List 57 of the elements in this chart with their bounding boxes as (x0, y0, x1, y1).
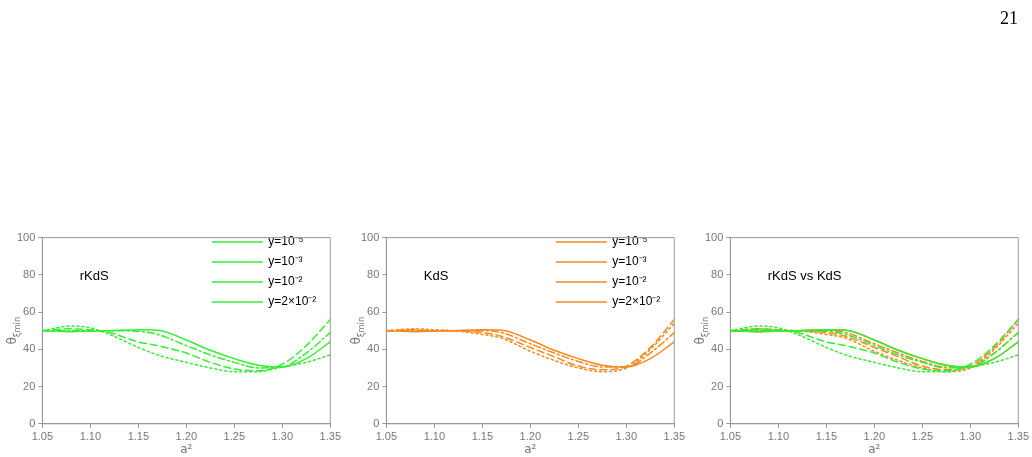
x-tick-label: 1.10 (423, 430, 446, 443)
y-axis-title: θξmin (693, 316, 710, 345)
y-tick-label: 60 (23, 305, 36, 318)
annotation: rKdS vs KdS (767, 268, 842, 284)
y-tick-label: 80 (23, 267, 36, 280)
y-tick-label: 40 (23, 342, 36, 355)
y-tick-label: 20 (367, 379, 380, 392)
y-tick-label: 40 (711, 342, 724, 355)
y-tick-label: 100 (704, 230, 724, 243)
annotation: KdS (423, 268, 449, 284)
y-tick-label: 0 (373, 416, 380, 429)
x-tick-label: 1.05 (719, 430, 742, 443)
legend-label: y=10⁻³ (268, 254, 303, 269)
y-tick-label: 20 (23, 379, 36, 392)
x-tick-label: 1.30 (959, 430, 982, 443)
y-axis-title: θξmin (349, 316, 366, 345)
x-tick-label: 1.30 (271, 430, 294, 443)
annotation: rKdS (79, 268, 110, 284)
x-tick-label: 1.15 (815, 430, 838, 443)
x-tick-label: 1.05 (375, 430, 398, 443)
x-axis-title: a² (868, 442, 881, 456)
x-tick-label: 1.25 (911, 430, 934, 443)
y-tick-label: 80 (711, 267, 724, 280)
text: 21 (1000, 8, 1018, 29)
legend-label: y=2×10⁻² (612, 294, 661, 309)
y-tick-label: 100 (16, 230, 36, 243)
x-tick-label: 1.05 (31, 430, 54, 443)
x-tick-label: 1.20 (863, 430, 886, 443)
x-tick-label: 1.10 (767, 430, 790, 443)
x-tick-label: 1.30 (615, 430, 638, 443)
x-axis-title: a² (180, 442, 193, 456)
y-tick-label: 20 (711, 379, 724, 392)
legend-label: y=2×10⁻² (268, 294, 317, 309)
y-tick-label: 60 (367, 305, 380, 318)
legend-label: y=10⁻² (268, 274, 303, 289)
x-tick-label: 1.20 (519, 430, 542, 443)
x-tick-label: 1.10 (79, 430, 102, 443)
x-tick-label: 1.35 (319, 430, 342, 443)
y-tick-label: 0 (717, 416, 724, 429)
legend-label: y=10⁻⁵ (612, 234, 648, 249)
y-tick-label: 0 (29, 416, 36, 429)
x-tick-label: 1.15 (127, 430, 150, 443)
x-tick-label: 1.25 (223, 430, 246, 443)
y-axis-title: θξmin (5, 316, 22, 345)
x-tick-label: 1.15 (471, 430, 494, 443)
x-tick-label: 1.20 (175, 430, 198, 443)
x-tick-label: 1.25 (567, 430, 590, 443)
x-tick-label: 1.35 (1007, 430, 1030, 443)
y-tick-label: 80 (367, 267, 380, 280)
x-axis-title: a² (524, 442, 537, 456)
x-tick-label: 1.35 (663, 430, 686, 443)
y-tick-label: 100 (360, 230, 380, 243)
legend-label: y=10⁻² (612, 274, 647, 289)
y-tick-label: 40 (367, 342, 380, 355)
legend-label: y=10⁻³ (612, 254, 647, 269)
legend-label: y=10⁻⁵ (268, 234, 304, 249)
y-tick-label: 60 (711, 305, 724, 318)
